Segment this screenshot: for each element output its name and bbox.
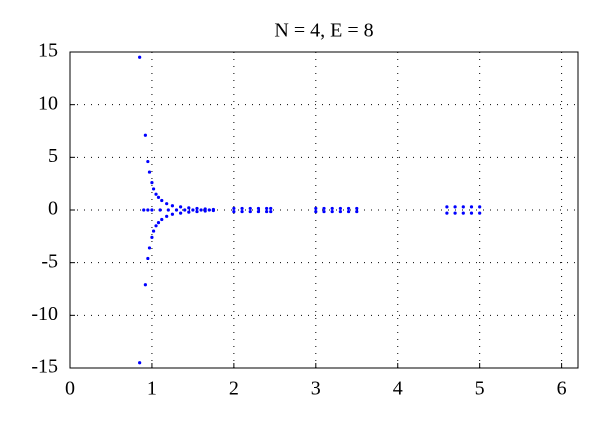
point [355,206,359,211]
point [154,192,158,196]
point [240,209,244,214]
x-tick-label: 6 [557,378,567,400]
point [207,208,211,212]
point [322,209,326,214]
point [478,205,482,209]
point [256,206,261,211]
point [151,229,156,233]
point [445,205,449,209]
point [143,283,147,287]
point [166,208,170,212]
point [165,214,169,218]
y-tick-label: -15 [31,356,58,378]
point [146,256,150,261]
point [147,170,152,174]
point [195,209,199,214]
point [314,209,318,214]
point [183,208,187,212]
point [138,55,142,59]
x-tick-label: 2 [229,378,239,400]
x-tick-label: 3 [311,378,321,400]
point [160,217,164,222]
point [355,209,359,214]
point [191,208,195,212]
point [158,208,162,212]
point [150,181,154,185]
point [265,209,269,214]
point [179,211,183,215]
point [314,206,318,211]
y-tick-label: -10 [31,303,58,325]
point [150,235,154,239]
point [143,133,147,137]
point [445,211,449,215]
point [322,206,326,211]
y-tick-label: 10 [38,92,58,114]
point [146,159,150,164]
point [461,205,465,209]
chart-title: N = 4, E = 8 [274,20,373,42]
point [346,206,351,211]
y-tick-label: 5 [48,145,58,167]
point [156,195,161,199]
point [248,209,252,214]
x-tick-label: 4 [393,378,403,400]
point [195,206,199,211]
point [265,206,269,211]
point [199,208,203,212]
point [146,208,150,212]
point [154,224,158,228]
point [232,206,236,211]
point [469,205,474,209]
point [453,205,457,209]
y-tick-label: -5 [41,250,58,272]
point [165,202,169,206]
point [338,206,342,211]
point [187,210,191,214]
x-tick-label: 1 [147,378,157,400]
point [211,208,215,213]
point [203,209,207,213]
point [453,211,457,215]
point [147,246,152,250]
point [330,209,334,214]
point [461,211,465,215]
point [170,212,175,216]
point [232,209,236,214]
point [151,187,156,191]
point [174,208,179,212]
point [179,205,183,209]
point [269,206,273,211]
point [469,211,474,215]
point [256,209,261,214]
point [142,208,146,212]
point [170,204,175,208]
x-tick-label: 5 [475,378,485,400]
point [240,206,244,211]
point [269,209,273,214]
point [248,206,252,211]
point [187,206,191,210]
x-tick-label: 0 [65,378,75,400]
point [338,209,342,214]
point [138,361,142,365]
point [346,209,351,214]
y-tick-label: 0 [48,198,58,220]
point [156,221,161,225]
point [160,198,164,203]
point [478,211,482,215]
point [330,206,334,211]
point [150,208,154,212]
y-tick-label: 15 [38,40,58,62]
